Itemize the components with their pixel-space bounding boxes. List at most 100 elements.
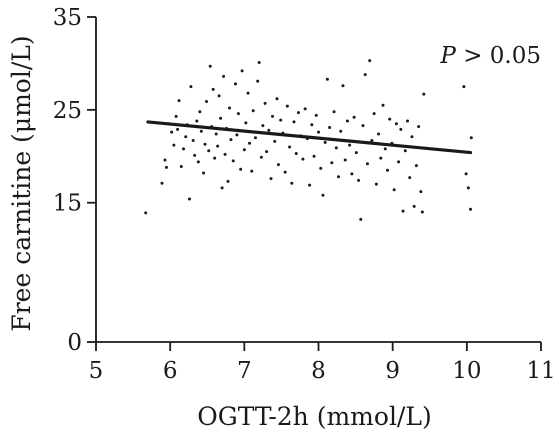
data-point [359, 217, 363, 221]
data-point [195, 119, 199, 123]
data-point [350, 172, 354, 176]
data-point [379, 156, 383, 160]
data-point [357, 178, 361, 182]
data-point [399, 127, 403, 131]
data-point [236, 112, 240, 116]
data-point [257, 61, 261, 64]
data-point [263, 101, 267, 105]
data-point [276, 163, 280, 167]
data-point [334, 146, 338, 150]
data-point [412, 204, 416, 208]
data-point [312, 154, 316, 158]
data-point [381, 103, 385, 107]
regression-line [146, 120, 473, 155]
data-point [253, 136, 257, 140]
data-point [211, 87, 215, 91]
data-point [464, 172, 468, 176]
data-points [144, 59, 473, 221]
data-point [202, 171, 206, 175]
x-tick-label: 7 [237, 358, 252, 384]
data-point [392, 188, 396, 192]
x-axis-title: OGTT-2h (mmol/L) [197, 402, 431, 431]
data-point [283, 170, 287, 174]
data-point [397, 160, 401, 164]
data-point [308, 183, 312, 187]
data-point [228, 106, 231, 110]
data-point [261, 124, 265, 128]
data-point [226, 179, 230, 183]
data-point [203, 142, 207, 146]
data-point [394, 122, 398, 126]
data-point [235, 133, 239, 137]
data-point [259, 155, 263, 159]
x-tick-label: 5 [89, 358, 104, 384]
data-point [343, 158, 347, 162]
data-point [144, 211, 148, 215]
data-point [341, 84, 345, 88]
data-point [240, 69, 244, 73]
data-point [177, 99, 181, 103]
data-point [290, 181, 294, 185]
data-point [205, 100, 209, 103]
data-point [339, 129, 343, 133]
x-tick-label: 9 [385, 358, 400, 384]
data-point [179, 165, 183, 168]
data-point [271, 114, 275, 118]
data-point [199, 129, 203, 133]
y-axis-title: Free carnitine (μmol/L) [7, 35, 36, 331]
data-point [250, 169, 254, 173]
data-point [239, 167, 243, 171]
data-point [267, 128, 271, 132]
data-point [222, 74, 226, 78]
data-point [296, 111, 300, 115]
data-point [345, 119, 349, 123]
data-point [466, 186, 470, 190]
data-point [348, 143, 352, 147]
data-point [265, 150, 269, 154]
data-point [242, 148, 246, 152]
x-tick-label: 11 [526, 358, 555, 384]
data-point [401, 209, 405, 213]
data-point [248, 141, 252, 145]
data-point [314, 113, 318, 117]
data-point [420, 210, 424, 214]
data-point [317, 130, 320, 134]
data-point [163, 158, 167, 162]
data-point [219, 116, 223, 120]
x-tick-label: 8 [311, 358, 326, 384]
data-point [310, 123, 314, 127]
data-point [377, 132, 381, 136]
data-point [321, 193, 325, 197]
data-point [294, 152, 298, 155]
data-point [383, 147, 387, 151]
data-point [372, 112, 376, 116]
data-point [216, 144, 220, 148]
data-point [330, 161, 334, 165]
data-point [174, 114, 178, 118]
data-point [352, 115, 356, 119]
data-point [469, 207, 473, 211]
data-point [182, 147, 186, 151]
data-point [217, 94, 221, 98]
data-point [406, 119, 409, 123]
data-point [191, 139, 195, 142]
data-point [332, 110, 336, 114]
data-point [223, 152, 227, 156]
p-value-annotation: P > 0.05 [439, 43, 541, 69]
data-point [189, 85, 193, 89]
data-point [408, 176, 412, 180]
data-point [176, 127, 180, 131]
data-point [361, 124, 365, 128]
y-tick-label: 35 [53, 5, 82, 31]
data-point [244, 121, 248, 125]
y-tick-label: 15 [53, 191, 82, 217]
p-comparison: > 0.05 [456, 43, 541, 69]
data-point [172, 143, 176, 147]
data-point [160, 181, 164, 185]
data-point [285, 104, 289, 108]
data-point [213, 156, 217, 160]
data-point [164, 165, 168, 169]
data-point [319, 166, 323, 170]
p-symbol: P [439, 43, 456, 69]
